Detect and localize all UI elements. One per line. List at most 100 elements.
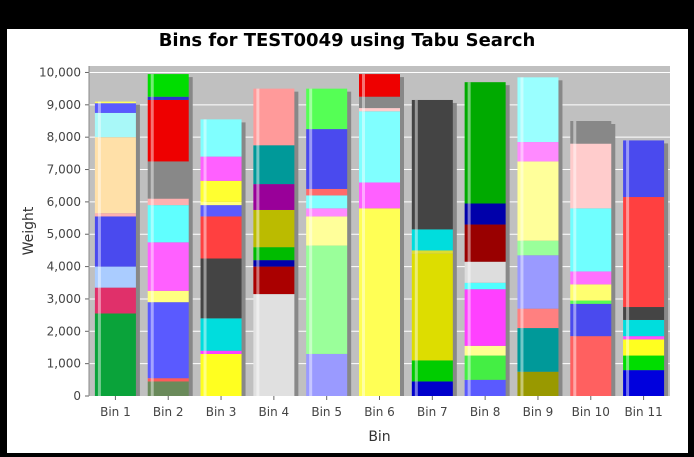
bar-segment [570,300,612,304]
y-tick-label: 3,000 [47,292,81,306]
bar-segment [517,161,559,241]
bar-segment [623,336,665,340]
bar-segment [464,289,506,346]
bar-segment [570,271,612,285]
bar-segment [623,319,665,337]
x-tick-label: Bin 11 [624,405,662,419]
bar-segment [464,203,506,225]
bar-highlight [256,88,260,396]
x-tick-label: Bin 1 [100,405,131,419]
bar-segment [200,258,242,319]
bar-segment [517,240,559,256]
bar-segment [147,161,189,199]
bar-segment [570,284,612,301]
x-tick-label: Bin 8 [470,405,501,419]
bar-segment [94,213,136,217]
bar-segment [306,88,348,130]
bar-segment [623,339,665,356]
bar-segment [200,119,242,157]
bar-segment [359,182,400,209]
bar-segment [147,381,189,396]
x-tick-label: Bin 10 [572,405,610,419]
bar-highlight [520,77,524,396]
bar-highlight [414,99,418,397]
bar-segment [306,216,348,246]
bars-group [94,74,669,397]
bar-segment [359,208,400,396]
chart-title: Bins for TEST0049 using Tabu Search [158,30,536,51]
x-tick-label: Bin 5 [311,405,342,419]
bar-segment [253,209,295,248]
bar-segment [411,253,453,361]
y-tick-label: 7,000 [47,163,81,177]
bar-segment [570,143,612,209]
x-tick-label: Bin 7 [417,405,448,419]
bar-segment [253,247,295,261]
bar-segment [359,111,400,183]
bar-highlight [573,121,577,396]
bar-segment [94,216,136,267]
bar-segment [464,355,506,380]
y-tick-label: 1,000 [47,357,81,371]
y-tick-label: 2,000 [47,324,81,338]
bar-segment [464,379,506,396]
bar-segment [623,197,665,308]
bar-segment [147,302,189,379]
y-tick-label: 9,000 [47,98,81,112]
bar-segment [253,145,295,185]
bar-segment [570,121,612,144]
bar-segment [200,216,242,259]
bar-segment [359,74,400,97]
bar-segment [200,353,242,396]
bar-segment [517,142,559,162]
bar-segment [517,308,559,329]
bar-segment [147,74,189,97]
bar-segment [570,336,612,396]
x-tick-label: Bin 2 [153,405,184,419]
bar-segment [623,140,665,198]
bar-segment [306,129,348,189]
bar-segment [464,345,506,356]
bar-segment [94,287,136,314]
y-axis-label: Weight [21,206,37,255]
bar-segment [94,313,136,396]
y-tick-label: 6,000 [47,195,81,209]
bar-segment [517,77,559,143]
bar-segment [623,307,665,320]
x-axis-ticks: Bin 1 Bin 2 Bin 3 Bin 4 Bin 5 Bin 6 Bin 7 Bin 8… [100,396,663,419]
x-tick-label: Bin 3 [206,405,237,419]
y-axis-ticks: 0 1,000 2,000 3,000 4,000 5,000 6,000 7,000 8,00… [39,65,90,403]
bar-segment [147,290,189,303]
bar-segment [253,294,295,396]
bar-segment [147,198,189,206]
x-axis-label: Bin [368,429,390,445]
bar-segment [147,99,189,162]
y-tick-label: 4,000 [47,260,81,274]
bar-segment [517,371,559,396]
x-tick-label: Bin 4 [259,405,290,419]
bar-segment [359,108,400,112]
bar-segment [253,184,295,210]
bar-segment [200,180,242,202]
bar-segment [464,224,506,262]
bar-segment [94,266,136,288]
bar-highlight [467,82,471,397]
bar-segment [147,96,189,100]
bar-segment [253,88,295,146]
bar-highlight [362,74,365,397]
bar-segment [359,96,400,109]
bar-segment [306,195,348,209]
bar-segment [411,381,453,396]
bar-segment [411,360,453,382]
bar-segment [253,266,295,295]
x-tick-label: Bin 6 [364,405,395,419]
bar-segment [411,250,453,254]
bar-segment [464,261,506,283]
bar-segment [570,303,612,337]
y-tick-label: 5,000 [47,227,81,241]
bar-segment [306,245,348,354]
bar-segment [464,82,506,204]
bar-segment [411,229,453,251]
bar-segment [411,99,453,230]
